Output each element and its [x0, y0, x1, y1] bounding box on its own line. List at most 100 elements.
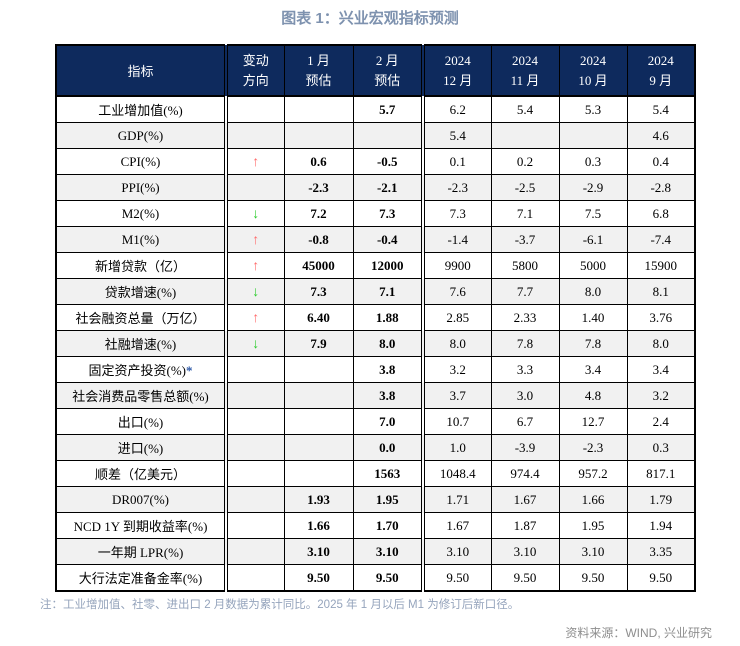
cell-feb-forecast: 7.1: [352, 278, 425, 305]
down-arrow-icon: ↓: [252, 336, 260, 352]
indicator-label: 大行法定准备金率(%): [78, 571, 203, 586]
cell-indicator: CPI(%): [55, 148, 228, 175]
table-row: 进口(%) 0.0 1.0 -3.9 -2.3 0.3: [55, 434, 696, 461]
cell-jan-forecast: 7.2: [283, 200, 354, 227]
cell-2024-9: 817.1: [626, 460, 696, 487]
indicator-label: CPI(%): [120, 153, 161, 169]
cell-2024-12: 3.7: [422, 382, 492, 409]
table-row: 工业增加值(%) 5.7 6.2 5.4 5.3 5.4: [55, 95, 696, 123]
cell-2024-10: 4.8: [558, 382, 628, 409]
table-row: M2(%) ↓ 7.2 7.3 7.3 7.1 7.5 6.8: [55, 200, 696, 227]
col-header-indicator-label: 指标: [127, 64, 154, 79]
cell-2024-9: 3.76: [626, 304, 696, 331]
cell-jan-forecast: 6.40: [283, 304, 354, 331]
cell-2024-10: -2.3: [558, 434, 628, 461]
cell-indicator: 一年期 LPR(%): [55, 538, 228, 565]
cell-2024-10: -2.9: [558, 174, 628, 201]
table-row: 大行法定准备金率(%) 9.50 9.50 9.50 9.50 9.50 9.50: [55, 564, 696, 592]
cell-2024-11: 5800: [490, 252, 560, 279]
cell-feb-forecast: 5.7: [352, 95, 425, 123]
cell-direction: [225, 538, 285, 565]
cell-direction: [225, 122, 285, 149]
table-row: 社会消费品零售总额(%) 3.8 3.7 3.0 4.8 3.2: [55, 382, 696, 409]
up-arrow-icon: ↑: [252, 258, 260, 274]
indicator-label: 新增贷款（亿）: [94, 259, 186, 274]
indicator-label: 社会消费品零售总额(%): [72, 389, 209, 404]
table-row: 一年期 LPR(%) 3.10 3.10 3.10 3.10 3.10 3.35: [55, 538, 696, 565]
cell-2024-10: 1.40: [558, 304, 628, 331]
table-row: 固定资产投资(%)* 3.8 3.2 3.3 3.4 3.4: [55, 356, 696, 383]
cell-2024-10: 1.66: [558, 486, 628, 513]
table-row: 新增贷款（亿） ↑ 45000 12000 9900 5800 5000 15900: [55, 252, 696, 279]
indicator-label: 工业增加值(%): [98, 103, 183, 118]
cell-2024-9: 9.50: [626, 564, 696, 592]
cell-2024-9: -7.4: [626, 226, 696, 253]
indicator-asterisk: *: [186, 363, 193, 378]
cell-2024-12: 2.85: [422, 304, 492, 331]
cell-2024-10: 7.8: [558, 330, 628, 357]
cell-2024-12: 6.2: [422, 95, 492, 123]
cell-indicator: 新增贷款（亿）: [55, 252, 228, 279]
cell-2024-9: 8.0: [626, 330, 696, 357]
cell-2024-10: 957.2: [558, 460, 628, 487]
indicator-label: NCD 1Y 到期收益率(%): [73, 519, 208, 534]
cell-2024-12: 9900: [422, 252, 492, 279]
cell-feb-forecast: 8.0: [352, 330, 425, 357]
cell-2024-10: 7.5: [558, 200, 628, 227]
col-header-2024-12: 2024 12 月: [422, 44, 492, 97]
cell-indicator: M1(%): [55, 226, 228, 253]
cell-2024-12: 1.67: [422, 512, 492, 539]
cell-feb-forecast: 3.8: [352, 356, 425, 383]
cell-2024-12: 1048.4: [422, 460, 492, 487]
cell-feb-forecast: -0.5: [352, 148, 425, 175]
cell-2024-11: -2.5: [490, 174, 560, 201]
cell-2024-12: -2.3: [422, 174, 492, 201]
cell-2024-12: 0.1: [422, 148, 492, 175]
table-row: DR007(%) 1.93 1.95 1.71 1.67 1.66 1.79: [55, 486, 696, 513]
cell-direction: [225, 434, 285, 461]
indicator-label: M1(%): [121, 231, 160, 247]
cell-indicator: NCD 1Y 到期收益率(%): [55, 512, 228, 539]
cell-2024-11: 9.50: [490, 564, 560, 592]
cell-2024-11: 974.4: [490, 460, 560, 487]
cell-jan-forecast: 1.93: [283, 486, 354, 513]
cell-2024-10: 5.3: [558, 95, 628, 123]
cell-jan-forecast: [283, 408, 354, 435]
cell-indicator: DR007(%): [55, 486, 228, 513]
cell-direction: [225, 460, 285, 487]
cell-jan-forecast: 0.6: [283, 148, 354, 175]
header-row: 指标 变动 方向 1 月 预估 2 月 预估 2024 12 月 2024 11…: [55, 44, 696, 97]
cell-2024-11: 3.0: [490, 382, 560, 409]
indicator-label: PPI(%): [121, 179, 160, 195]
cell-2024-11: 5.4: [490, 95, 560, 123]
cell-2024-10: 1.95: [558, 512, 628, 539]
cell-2024-12: 5.4: [422, 122, 492, 149]
col-header-jan-forecast: 1 月 预估: [283, 44, 354, 97]
indicator-label: 贷款增速(%): [104, 285, 177, 300]
cell-direction: ↓: [225, 200, 285, 227]
cell-2024-10: -6.1: [558, 226, 628, 253]
cell-jan-forecast: 1.66: [283, 512, 354, 539]
cell-2024-11: 1.67: [490, 486, 560, 513]
cell-feb-forecast: 1563: [352, 460, 425, 487]
cell-direction: ↑: [225, 226, 285, 253]
cell-direction: [225, 512, 285, 539]
cell-indicator: 社融增速(%): [55, 330, 228, 357]
cell-direction: [225, 356, 285, 383]
cell-jan-forecast: [283, 434, 354, 461]
cell-direction: ↑: [225, 252, 285, 279]
cell-direction: ↑: [225, 304, 285, 331]
cell-2024-11: [490, 122, 560, 149]
indicator-label: 一年期 LPR(%): [97, 545, 184, 560]
table-row: GDP(%) 5.4 4.6: [55, 122, 696, 149]
indicator-label: 进口(%): [117, 441, 164, 456]
cell-2024-11: 7.7: [490, 278, 560, 305]
cell-2024-12: 3.10: [422, 538, 492, 565]
cell-2024-9: 3.35: [626, 538, 696, 565]
cell-jan-forecast: -0.8: [283, 226, 354, 253]
col-header-2024-10: 2024 10 月: [558, 44, 628, 97]
cell-2024-12: 1.71: [422, 486, 492, 513]
cell-direction: [225, 564, 285, 592]
cell-2024-11: 3.3: [490, 356, 560, 383]
cell-2024-10: 5000: [558, 252, 628, 279]
